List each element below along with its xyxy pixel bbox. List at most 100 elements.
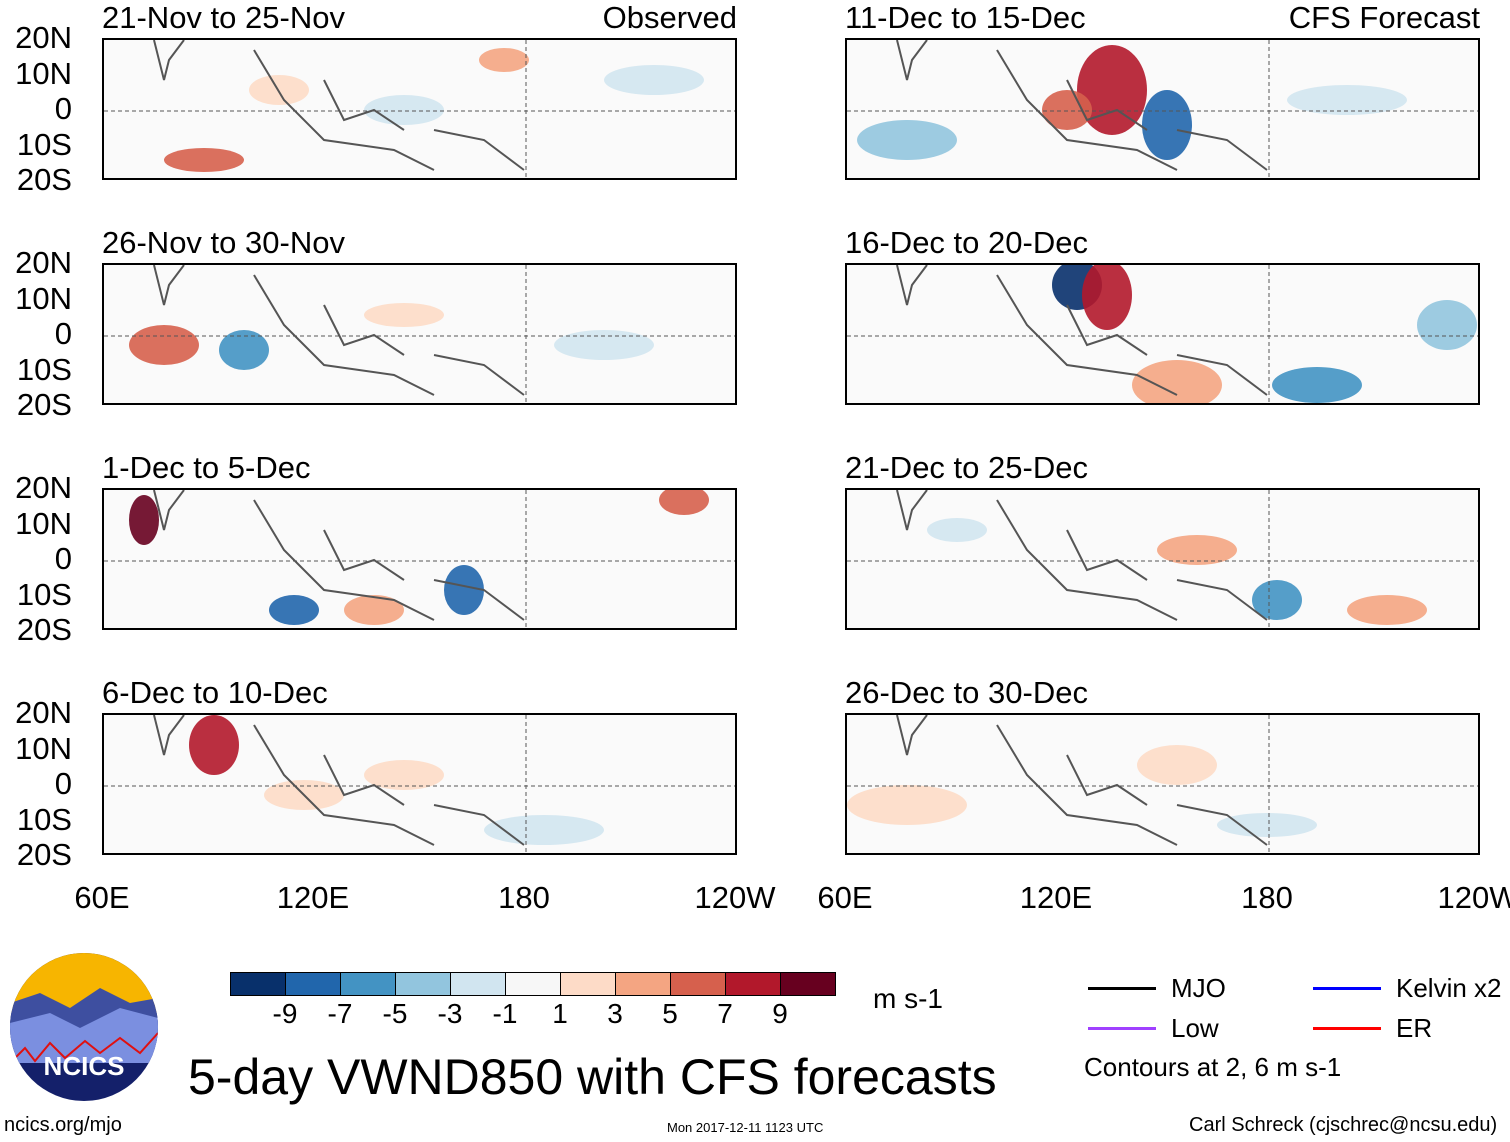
map-panel <box>102 713 737 855</box>
colorbar-swatch <box>451 973 506 995</box>
coastline <box>153 715 525 846</box>
legend-line <box>1088 987 1156 990</box>
colorbar-swatch <box>616 973 671 995</box>
anomaly-region <box>269 595 319 625</box>
colorbar-label: -3 <box>437 998 463 1029</box>
colorbar-swatch <box>781 973 835 995</box>
colorbar-label: 3 <box>607 998 623 1029</box>
map-panel <box>845 263 1480 405</box>
legend-line <box>1313 1027 1381 1030</box>
anomaly-region <box>1287 85 1407 115</box>
contour-note: Contours at 2, 6 m s-1 <box>1084 1052 1342 1082</box>
lat-label: 0 <box>54 91 72 126</box>
lat-label: 20N <box>15 20 72 55</box>
lon-label: 120W <box>694 880 776 915</box>
colorbar-swatch <box>561 973 616 995</box>
colorbar-label: -9 <box>272 998 298 1029</box>
footer-author: Carl Schreck (cjschrec@ncsu.edu) <box>1189 1114 1498 1136</box>
legend-line <box>1313 987 1381 990</box>
lat-label: 0 <box>54 316 72 351</box>
anomaly-region <box>164 148 244 172</box>
lon-label: 60E <box>817 880 873 915</box>
anomaly-region <box>1142 90 1192 160</box>
colorbar-label: 7 <box>717 998 733 1029</box>
panel-tag: CFS Forecast <box>1288 0 1480 35</box>
panel-title: 16-Dec to 20-Dec <box>845 225 1088 260</box>
colorbar-label: -1 <box>492 998 518 1029</box>
anomaly-region <box>604 65 704 95</box>
colorbar-label: 5 <box>662 998 678 1029</box>
lat-label: 20N <box>15 470 72 505</box>
anomaly-region <box>484 815 604 845</box>
map-panel <box>845 488 1480 630</box>
map-panel <box>102 38 737 180</box>
anomaly-region <box>1082 265 1132 330</box>
figure-title: 5-day VWND850 with CFS forecasts <box>188 1049 997 1105</box>
lon-label: 120E <box>1019 880 1093 915</box>
logo: NCICS <box>10 953 158 1101</box>
anomaly-region <box>1157 535 1237 565</box>
colorbar-units: m s-1 <box>873 983 943 1014</box>
anomaly-region <box>1272 367 1362 403</box>
legend-label: MJO <box>1171 973 1226 1003</box>
colorbar <box>230 972 836 996</box>
colorbar-swatch <box>396 973 451 995</box>
anomaly-region <box>1137 745 1217 785</box>
anomaly-region <box>479 48 529 72</box>
lat-label: 0 <box>54 766 72 801</box>
colorbar-label: -5 <box>382 998 408 1029</box>
legend-label: Kelvin x2 <box>1396 973 1502 1003</box>
colorbar-swatch <box>341 973 396 995</box>
lon-label: 60E <box>74 880 130 915</box>
lat-label: 10N <box>15 730 72 766</box>
lat-label: 10S <box>16 126 72 162</box>
lon-label: 180 <box>1241 880 1293 915</box>
lat-label: 10S <box>16 801 72 837</box>
colorbar-swatch <box>231 973 286 995</box>
lat-label: 0 <box>54 541 72 576</box>
map-panel <box>845 38 1480 180</box>
coastline <box>896 490 1268 621</box>
anomaly-region <box>857 120 957 160</box>
colorbar-swatch <box>506 973 561 995</box>
legend-line <box>1088 1027 1156 1030</box>
lat-label: 10N <box>15 55 72 91</box>
panel-title: 1-Dec to 5-Dec <box>102 450 311 485</box>
lat-label: 20S <box>16 612 72 647</box>
panel-title: 26-Dec to 30-Dec <box>845 675 1088 710</box>
lat-label: 20N <box>15 245 72 280</box>
lon-label: 120E <box>276 880 350 915</box>
anomaly-region <box>219 330 269 370</box>
lon-label: 120W <box>1437 880 1510 915</box>
lat-label: 10S <box>16 351 72 387</box>
footer-url[interactable]: ncics.org/mjo <box>4 1114 122 1136</box>
coastline <box>153 490 525 621</box>
colorbar-label: -7 <box>327 998 353 1029</box>
panel-title: 11-Dec to 15-Dec <box>845 0 1086 35</box>
anomaly-region <box>1077 45 1147 135</box>
anomaly-region <box>1042 90 1092 130</box>
anomaly-region <box>1417 300 1477 350</box>
anomaly-region <box>444 565 484 615</box>
anomaly-region <box>1347 595 1427 625</box>
anomaly-region <box>1132 360 1222 403</box>
coastline <box>896 40 1268 171</box>
anomaly-region <box>1252 580 1302 620</box>
panel-tag: Observed <box>602 0 737 35</box>
footer-timestamp: Mon 2017-12-11 1123 UTC <box>667 1120 824 1135</box>
coastline <box>896 715 1268 846</box>
anomaly-region <box>364 760 444 790</box>
anomaly-region <box>554 330 654 360</box>
colorbar-swatch <box>671 973 726 995</box>
anomaly-region <box>659 490 709 515</box>
panel-title: 26-Nov to 30-Nov <box>102 225 345 260</box>
coastline <box>896 265 1268 396</box>
anomaly-region <box>344 595 404 625</box>
lat-label: 20S <box>16 162 72 197</box>
lat-label: 10N <box>15 505 72 541</box>
map-panel <box>845 713 1480 855</box>
coastline <box>153 40 525 171</box>
map-panel <box>102 488 737 630</box>
svg-text:NCICS: NCICS <box>44 1051 125 1081</box>
anomaly-region <box>364 95 444 125</box>
